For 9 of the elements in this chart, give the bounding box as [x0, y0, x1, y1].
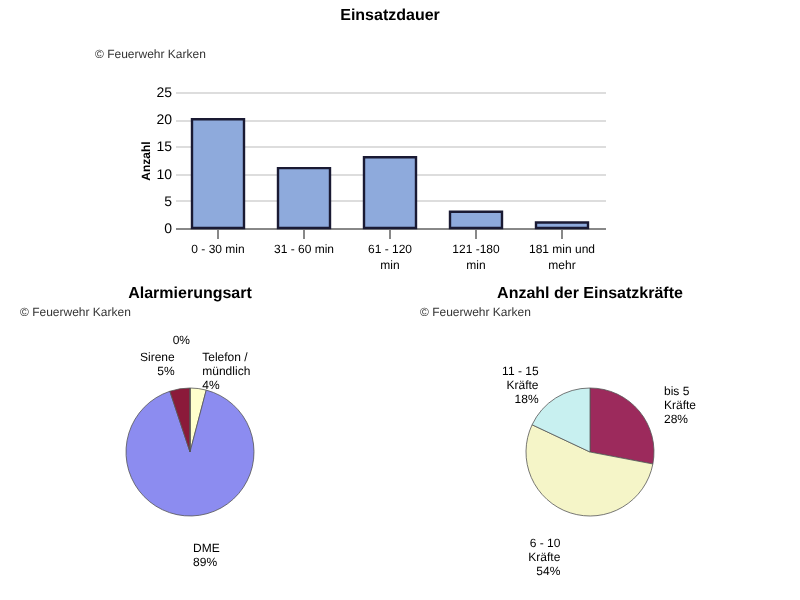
chart-title: Einsatzdauer [340, 6, 440, 24]
bar [534, 221, 590, 230]
bar [190, 118, 246, 230]
bar [448, 210, 504, 230]
pie-slice [125, 389, 255, 517]
chart-title: Anzahl der Einsatzkräfte [497, 284, 685, 302]
bar [276, 166, 332, 230]
bar [362, 156, 418, 230]
chart-title: Alarmierungsart [128, 284, 253, 302]
